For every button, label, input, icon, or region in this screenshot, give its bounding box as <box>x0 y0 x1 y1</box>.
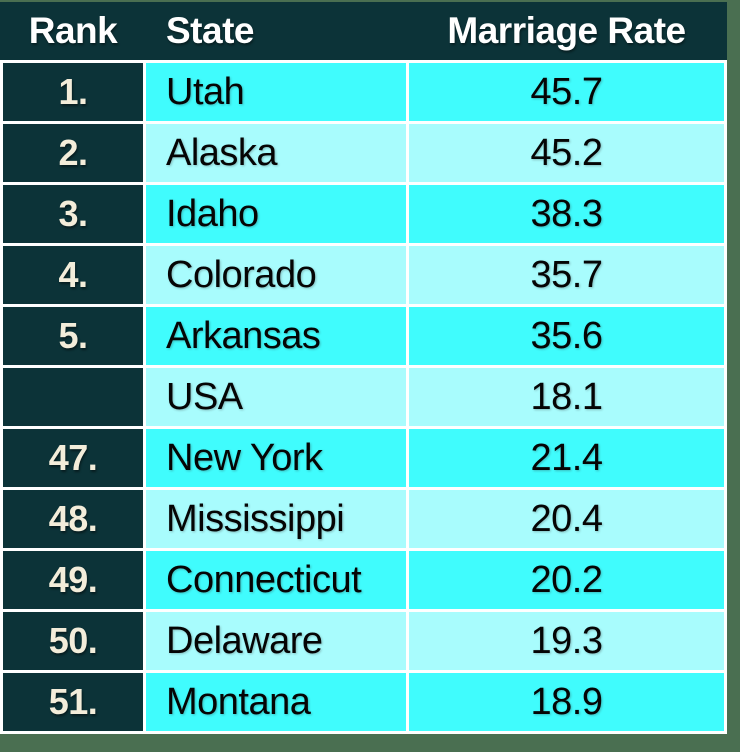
rank-cell: 3. <box>3 185 143 243</box>
rate-cell: 45.7 <box>409 63 724 121</box>
rate-cell: 35.6 <box>409 307 724 365</box>
marriage-rate-table: Rank State Marriage Rate 1. Utah 45.7 2.… <box>0 2 727 734</box>
state-cell: Delaware <box>146 612 406 670</box>
state-cell: Arkansas <box>146 307 406 365</box>
state-cell: USA <box>146 368 406 426</box>
table-body: 1. Utah 45.7 2. Alaska 45.2 3. Idaho 38.… <box>3 63 724 731</box>
state-cell: Idaho <box>146 185 406 243</box>
rank-cell: 49. <box>3 551 143 609</box>
rank-cell: 47. <box>3 429 143 487</box>
rank-cell: 48. <box>3 490 143 548</box>
state-cell: Colorado <box>146 246 406 304</box>
rank-cell: 50. <box>3 612 143 670</box>
state-cell: Alaska <box>146 124 406 182</box>
rate-cell: 20.2 <box>409 551 724 609</box>
rank-cell: 1. <box>3 63 143 121</box>
column-header-rank: Rank <box>28 10 118 51</box>
rate-cell: 38.3 <box>409 185 724 243</box>
rate-cell: 19.3 <box>409 612 724 670</box>
rate-cell: 45.2 <box>409 124 724 182</box>
table-header-row: Rank State Marriage Rate <box>0 2 727 60</box>
state-cell: Connecticut <box>146 551 406 609</box>
rank-cell: 2. <box>3 124 143 182</box>
column-header-marriage-rate: Marriage Rate <box>447 10 686 51</box>
rate-cell: 20.4 <box>409 490 724 548</box>
rank-cell: 4. <box>3 246 143 304</box>
state-cell: Mississippi <box>146 490 406 548</box>
rate-cell: 35.7 <box>409 246 724 304</box>
rank-cell: 5. <box>3 307 143 365</box>
rank-cell-usa-blank <box>3 368 143 426</box>
column-header-state: State <box>166 10 254 51</box>
state-cell: New York <box>146 429 406 487</box>
state-cell: Montana <box>146 673 406 731</box>
state-cell: Utah <box>146 63 406 121</box>
rank-cell: 51. <box>3 673 143 731</box>
rate-cell: 18.1 <box>409 368 724 426</box>
rate-cell: 21.4 <box>409 429 724 487</box>
rate-cell: 18.9 <box>409 673 724 731</box>
